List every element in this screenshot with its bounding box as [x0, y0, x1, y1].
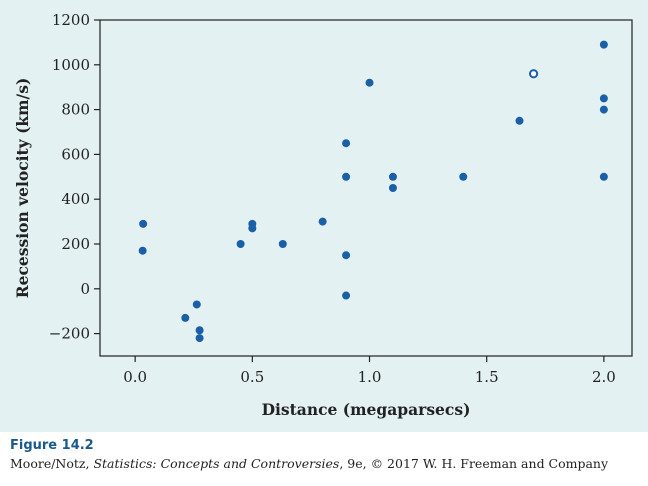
y-tick-label: 1000 [52, 56, 90, 74]
data-point [138, 246, 147, 255]
data-points [138, 40, 608, 343]
y-tick-label: 400 [61, 190, 90, 208]
plot-frame [99, 19, 633, 357]
data-point [599, 94, 608, 103]
data-point [236, 240, 245, 248]
data-point [278, 240, 287, 248]
credit-line: Moore/Notz, Statistics: Concepts and Con… [10, 456, 640, 471]
data-point [365, 78, 374, 87]
data-point [192, 300, 201, 309]
data-point [459, 172, 468, 181]
data-point [599, 40, 608, 49]
y-axis-ticks: −200 0 200 400 600 800 1000 1200 [49, 11, 100, 343]
y-tick-label: 200 [61, 235, 90, 253]
data-point [342, 172, 351, 181]
figure-panel: −200 0 200 400 600 800 1000 1200 0.0 0.5 1.0 1.5 2.… [0, 0, 648, 432]
y-axis-title: Recession velocity (km/s) [13, 78, 32, 299]
data-point [599, 172, 608, 181]
data-point [195, 326, 204, 335]
y-tick-label: 600 [61, 145, 90, 163]
x-tick-label: 0.0 [123, 368, 147, 386]
y-tick-label: 800 [61, 101, 90, 119]
data-point [342, 251, 351, 260]
data-point [388, 172, 397, 181]
figure-caption: Figure 14.2 Moore/Notz, Statistics: Conc… [10, 434, 640, 471]
y-tick-label: 1200 [52, 11, 90, 29]
data-point [181, 313, 190, 322]
x-tick-label: 1.5 [475, 368, 499, 386]
credit-authors: Moore/Notz, [10, 456, 94, 471]
data-point [248, 224, 257, 233]
data-point [388, 184, 397, 192]
x-axis-title: Distance (megaparsecs) [262, 400, 471, 419]
data-point [342, 139, 351, 148]
x-tick-label: 0.5 [240, 368, 264, 386]
y-tick-label: −200 [49, 325, 90, 343]
data-point [342, 291, 351, 300]
data-point-open [528, 69, 539, 79]
credit-book-title: Statistics: Concepts and Controversies [93, 456, 340, 471]
credit-edition-publisher: , 9e, © 2017 W. H. Freeman and Company [339, 456, 609, 471]
x-tick-label: 2.0 [592, 368, 616, 386]
figure-number: Figure 14.2 [10, 438, 94, 453]
data-point [515, 116, 524, 125]
data-point [318, 217, 327, 226]
data-point [599, 105, 608, 114]
data-point [139, 219, 148, 228]
y-tick-label: 0 [80, 280, 90, 298]
x-tick-label: 1.0 [358, 368, 382, 386]
data-point [195, 334, 204, 343]
scatter-chart: −200 0 200 400 600 800 1000 1200 0.0 0.5 1.0 1.5 2.… [13, 11, 633, 419]
x-axis-ticks: 0.0 0.5 1.0 1.5 2.0 [123, 356, 616, 386]
